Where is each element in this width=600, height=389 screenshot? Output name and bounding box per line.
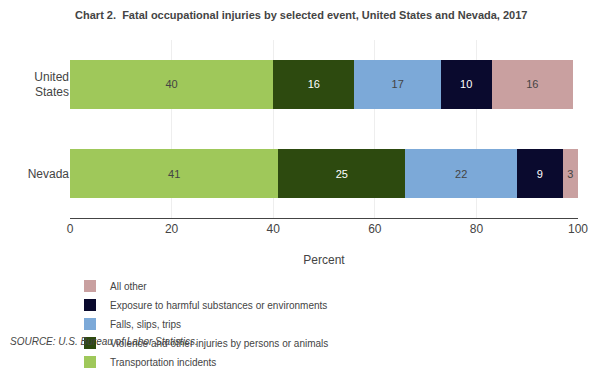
svg-text:Percent: Percent xyxy=(303,253,345,267)
svg-text:22: 22 xyxy=(455,168,467,180)
svg-text:40: 40 xyxy=(165,78,177,90)
svg-text:Falls, slips, trips: Falls, slips, trips xyxy=(110,319,181,330)
svg-text:9: 9 xyxy=(537,168,543,180)
svg-text:41: 41 xyxy=(168,168,180,180)
svg-text:Violence and other injuries by: Violence and other injuries by persons o… xyxy=(110,338,328,349)
svg-text:0: 0 xyxy=(67,222,74,236)
svg-text:80: 80 xyxy=(470,222,484,236)
svg-text:100: 100 xyxy=(568,222,588,236)
svg-text:60: 60 xyxy=(368,222,382,236)
svg-text:Exposure to harmful substances: Exposure to harmful substances or enviro… xyxy=(110,300,327,311)
svg-text:16: 16 xyxy=(308,78,320,90)
svg-text:UnitedStates: UnitedStates xyxy=(34,70,69,100)
svg-text:Transportation incidents: Transportation incidents xyxy=(110,357,216,368)
svg-text:All other: All other xyxy=(110,281,147,292)
svg-text:17: 17 xyxy=(392,78,404,90)
svg-text:40: 40 xyxy=(267,222,281,236)
svg-text:25: 25 xyxy=(336,168,348,180)
svg-text:20: 20 xyxy=(165,222,179,236)
svg-text:Chart 2. Fatal occupational i: Chart 2. Fatal occupational injuries by … xyxy=(75,9,527,21)
svg-text:Nevada: Nevada xyxy=(28,167,70,181)
svg-text:16: 16 xyxy=(526,78,538,90)
svg-text:10: 10 xyxy=(460,78,472,90)
svg-text:3: 3 xyxy=(567,168,573,180)
svg-text:SOURCE: U.S. Bureau of Labor S: SOURCE: U.S. Bureau of Labor Statistics. xyxy=(10,336,198,347)
